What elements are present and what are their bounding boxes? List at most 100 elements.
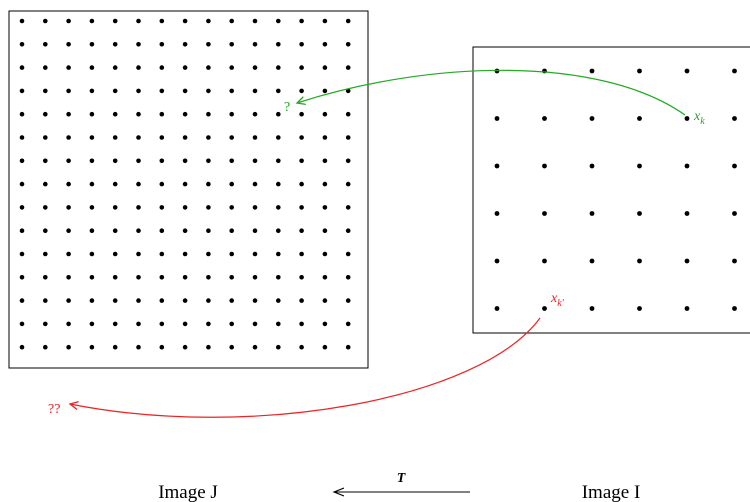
image-j-grid-dot: [112, 321, 118, 327]
image-j-grid-dot: [206, 135, 211, 140]
image-j-grid-dot: [182, 275, 188, 280]
image-j-grid-dot: [252, 18, 258, 24]
image-i-grid-dot: [732, 306, 737, 311]
image-j-grid-dot: [252, 321, 258, 327]
image-j-grid-dot: [112, 228, 118, 233]
image-j-grid-dot: [66, 321, 71, 327]
image-j-grid-dot: [89, 298, 95, 303]
red-mapping-arrow: [70, 317, 541, 418]
image-j-grid-dot: [136, 181, 141, 187]
image-j-grid-dot: [345, 321, 351, 327]
image-j-grid-dot: [112, 344, 118, 350]
image-j-grid-dot: [66, 344, 71, 350]
image-j-grid-dot: [66, 158, 71, 164]
image-j-grid-dot: [43, 65, 48, 70]
image-j-grid-dot: [252, 344, 258, 350]
image-j-grid-dot: [159, 298, 165, 303]
green-mapping-arrow: [297, 69, 686, 116]
image-j-grid-dot: [276, 298, 281, 303]
image-i-grid-dot: [542, 306, 547, 311]
image-i-grid-dot: [637, 68, 642, 74]
image-j-grid-dot: [182, 18, 188, 24]
image-j-grid-dot: [136, 65, 141, 70]
image-j-grid-dot: [252, 251, 258, 257]
image-j-grid-dot: [159, 111, 165, 117]
image-i-grid-dot: [684, 258, 690, 264]
image-j-grid-dot: [66, 111, 71, 117]
image-j-grid-dot: [136, 298, 141, 303]
image-j-grid-dot: [182, 111, 188, 117]
image-j-grid-dot: [276, 88, 281, 94]
image-j-grid-dot: [229, 181, 234, 187]
image-j-grid-dot: [43, 275, 48, 280]
image-j-label: Image J: [158, 482, 218, 502]
image-j-grid-dot: [159, 65, 165, 70]
image-j-grid-dot: [66, 228, 71, 233]
image-j-grid-dot: [322, 321, 328, 327]
green-source-point-label: xk: [693, 109, 705, 127]
image-j-grid-dot: [19, 65, 25, 70]
image-j-grid-dot: [112, 275, 118, 280]
image-j-grid-dot: [299, 88, 304, 94]
image-j-grid-dot: [112, 65, 118, 70]
image-j-grid-dot: [182, 251, 188, 257]
image-i-grid-dot: [637, 211, 642, 216]
image-i-grid-dot: [637, 258, 642, 264]
image-j-grid-dot: [229, 275, 234, 280]
image-j-grid-dot: [276, 205, 281, 210]
image-j-grid-dot: [66, 251, 71, 257]
image-j-grid-dot: [43, 42, 48, 47]
image-j-grid-dot: [43, 88, 48, 94]
image-j-grid-dot: [206, 228, 211, 233]
image-j-grid-dot: [276, 65, 281, 70]
image-j-grid-dot: [66, 65, 71, 70]
image-j-grid-dot: [299, 251, 304, 257]
image-j-grid-dot: [345, 42, 351, 47]
image-i-dot-grid: [494, 68, 737, 311]
image-j-grid-dot: [322, 298, 328, 303]
image-j-grid-dot: [252, 111, 258, 117]
image-j-grid-dot: [322, 158, 328, 164]
image-j-grid-dot: [159, 42, 165, 47]
image-j-grid-dot: [322, 65, 328, 70]
image-j-grid-dot: [229, 298, 234, 303]
image-j-grid-dot: [19, 181, 25, 187]
image-j-grid-dot: [322, 42, 328, 47]
image-j-grid-dot: [136, 344, 141, 350]
image-j-grid-dot: [159, 18, 165, 24]
image-j-grid-dot: [252, 88, 258, 94]
image-i-grid-dot: [589, 116, 595, 121]
image-i-grid-dot: [637, 306, 642, 311]
image-j-grid-dot: [206, 205, 211, 210]
image-j-grid-dot: [229, 42, 234, 47]
green-source-symbol: x: [693, 109, 701, 124]
image-j-grid-dot: [89, 111, 95, 117]
image-j-dot-grid: [19, 18, 351, 350]
image-i-panel: [472, 46, 750, 334]
image-j-grid-dot: [89, 88, 95, 94]
image-j-grid-dot: [66, 88, 71, 94]
image-i-grid-dot: [637, 163, 642, 169]
image-j-grid-dot: [299, 205, 304, 210]
image-j-grid-dot: [276, 275, 281, 280]
image-j-grid-dot: [206, 88, 211, 94]
image-j-grid-dot: [182, 88, 188, 94]
image-j-grid-dot: [229, 65, 234, 70]
image-j-frame: [8, 10, 369, 369]
image-j-grid-dot: [299, 158, 304, 164]
image-j-grid-dot: [345, 111, 351, 117]
image-j-grid-dot: [322, 181, 328, 187]
image-j-grid-dot: [89, 205, 95, 210]
image-i-grid-dot: [589, 68, 595, 74]
image-j-grid-dot: [136, 158, 141, 164]
image-j-grid-dot: [252, 42, 258, 47]
image-j-grid-dot: [345, 344, 351, 350]
image-j-grid-dot: [345, 275, 351, 280]
image-j-grid-dot: [66, 135, 71, 140]
green-target-question-mark: ?: [284, 100, 290, 115]
image-j-grid-dot: [345, 18, 351, 24]
image-j-grid-dot: [276, 135, 281, 140]
image-j-grid-dot: [136, 88, 141, 94]
image-j-grid-dot: [112, 111, 118, 117]
